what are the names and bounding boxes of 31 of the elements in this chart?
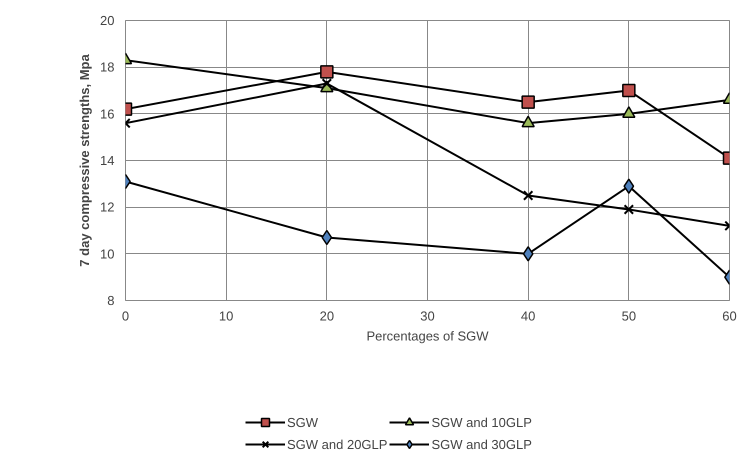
legend-label: SGW and 30GLP: [431, 436, 532, 452]
point: [322, 78, 332, 89]
x-tick-label: 0: [122, 308, 130, 324]
point: [522, 190, 534, 201]
point: [623, 178, 634, 194]
point: [521, 115, 535, 128]
x-tick-label: 60: [722, 308, 737, 324]
x-tick-label: 20: [320, 308, 334, 324]
x-axis-title: Percentages of SGW: [366, 328, 490, 344]
point: [521, 95, 535, 109]
y-tick-label: 10: [100, 246, 115, 262]
y-tick-label: 12: [100, 200, 115, 215]
y-tick-label: 16: [100, 106, 115, 122]
y-tick-label: 8: [107, 293, 115, 308]
y-tick-label: 20: [100, 13, 115, 28]
x-tick-label: 50: [622, 308, 636, 324]
point: [624, 204, 634, 215]
y-tick-label: 18: [100, 60, 115, 75]
legend-label: SGW and 10GLP: [431, 414, 532, 430]
point: [320, 65, 334, 79]
x-tick-label: 40: [520, 308, 536, 324]
legend-label: SGW: [287, 414, 318, 430]
legend-label: SGW and 20GLP: [287, 436, 388, 452]
point: [522, 246, 534, 262]
point: [622, 106, 636, 118]
x-tick-label: 30: [420, 308, 435, 324]
point: [321, 230, 332, 246]
y-tick-label: 14: [100, 153, 115, 168]
y-axis-title: 7 day compressive strengths, Mpa: [77, 54, 92, 267]
x-tick-label: 10: [218, 308, 234, 324]
point: [622, 84, 636, 98]
